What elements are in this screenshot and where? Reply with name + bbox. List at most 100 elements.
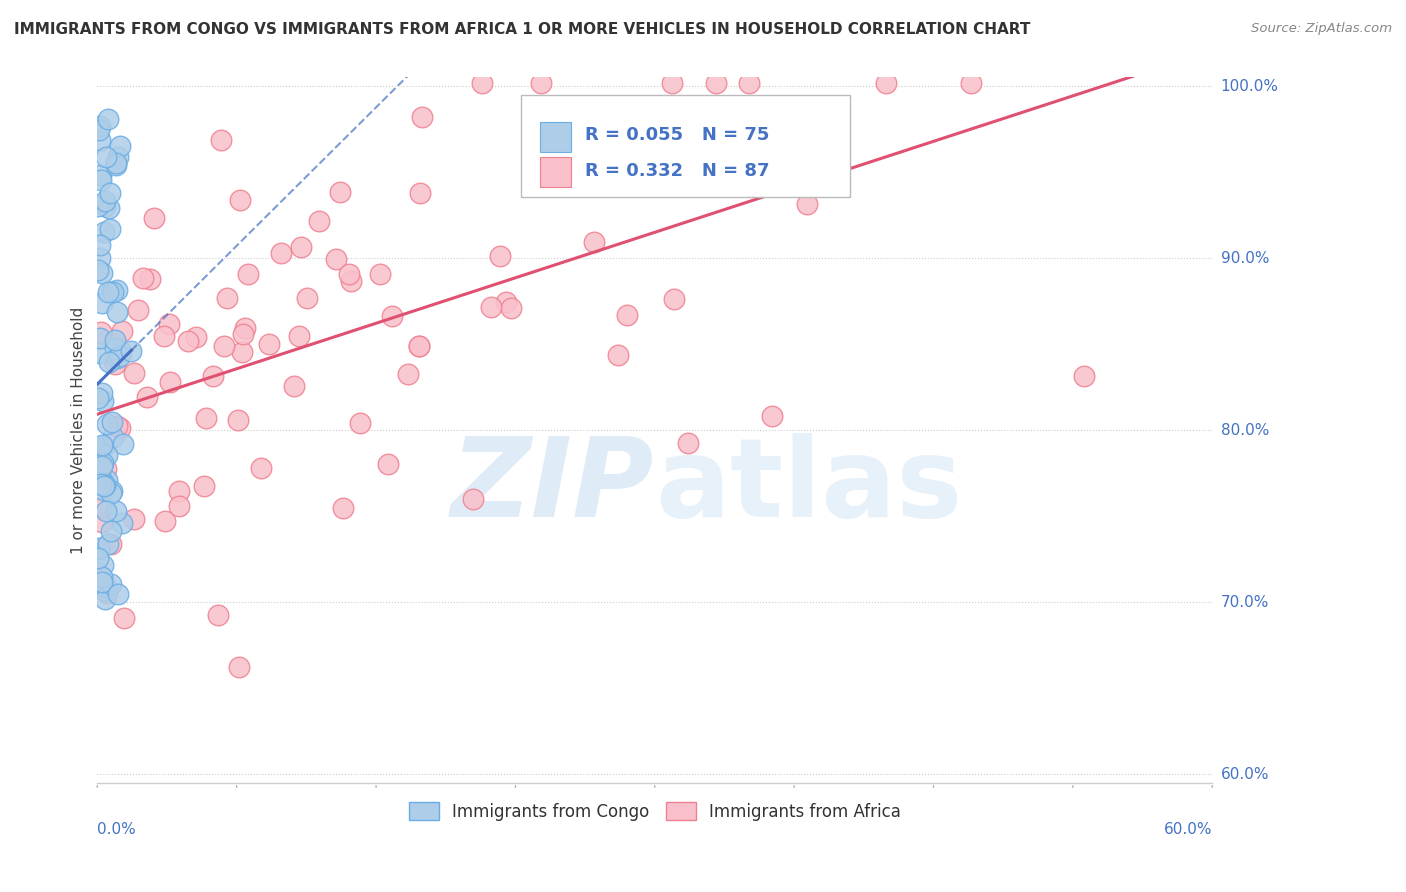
Point: [664, 293, 686, 307]
Point: [202, 369, 225, 384]
Point: [408, 339, 430, 353]
Point: [90, 168, 112, 182]
Point: [157, 318, 180, 332]
Point: [167, 500, 190, 514]
Point: [97, 536, 120, 550]
Point: [97, 112, 120, 126]
Point: [89, 133, 111, 147]
Point: [107, 150, 129, 164]
Point: [93, 582, 115, 597]
Point: [111, 437, 134, 451]
Point: [87, 123, 110, 137]
Point: [94, 580, 117, 594]
Point: [89, 346, 111, 360]
Point: [94, 591, 117, 606]
Point: [91, 500, 114, 515]
Point: [152, 329, 174, 343]
Point: [93, 439, 115, 453]
Point: [295, 291, 318, 305]
Point: [288, 329, 311, 343]
Point: [122, 366, 145, 380]
Point: [98, 221, 121, 235]
Text: 100.0%: 100.0%: [1220, 78, 1278, 94]
Text: R = 0.332   N = 87: R = 0.332 N = 87: [585, 161, 769, 179]
Point: [96, 417, 118, 431]
Text: Source: ZipAtlas.com: Source: ZipAtlas.com: [1251, 22, 1392, 36]
Point: [89, 331, 111, 345]
Point: [87, 263, 110, 277]
Point: [96, 448, 118, 462]
Text: IMMIGRANTS FROM CONGO VS IMMIGRANTS FROM AFRICA 1 OR MORE VEHICLES IN HOUSEHOLD : IMMIGRANTS FROM CONGO VS IMMIGRANTS FROM…: [14, 22, 1031, 37]
Text: 80.0%: 80.0%: [1220, 423, 1268, 438]
Text: R = 0.055   N = 75: R = 0.055 N = 75: [585, 127, 769, 145]
Point: [89, 119, 111, 133]
Point: [105, 157, 128, 171]
Point: [177, 334, 200, 349]
Point: [90, 173, 112, 187]
Point: [550, 174, 572, 188]
Point: [104, 341, 127, 355]
Point: [87, 391, 110, 405]
Point: [94, 477, 117, 491]
Point: [94, 194, 117, 208]
Point: [409, 186, 432, 200]
Point: [103, 430, 125, 444]
Point: [87, 541, 110, 556]
Point: [232, 327, 254, 342]
Point: [290, 240, 312, 254]
Point: [329, 186, 352, 200]
Legend: Immigrants from Congo, Immigrants from Africa: Immigrants from Congo, Immigrants from A…: [402, 796, 908, 828]
Point: [132, 270, 155, 285]
Point: [111, 325, 134, 339]
Bar: [540, 122, 571, 152]
Text: 60.0%: 60.0%: [1220, 767, 1270, 782]
Point: [120, 344, 142, 359]
Point: [89, 441, 111, 455]
Point: [100, 415, 122, 429]
Text: 0.0%: 0.0%: [97, 822, 136, 837]
Point: [91, 385, 114, 400]
Point: [408, 339, 430, 353]
Point: [93, 199, 115, 213]
Point: [159, 375, 181, 389]
Point: [100, 285, 122, 299]
Point: [87, 199, 110, 213]
Point: [332, 500, 354, 515]
Point: [89, 453, 111, 467]
Point: [91, 458, 114, 473]
Point: [283, 379, 305, 393]
FancyBboxPatch shape: [522, 95, 849, 197]
Point: [108, 139, 131, 153]
Point: [112, 611, 135, 625]
Point: [257, 337, 280, 351]
Y-axis label: 1 or more Vehicles in Household: 1 or more Vehicles in Household: [72, 307, 86, 554]
Point: [96, 473, 118, 487]
Point: [89, 542, 111, 557]
Point: [89, 238, 111, 252]
Point: [90, 472, 112, 486]
Point: [308, 214, 330, 228]
Point: [616, 308, 638, 322]
Point: [100, 577, 122, 591]
Point: [155, 514, 177, 528]
Point: [90, 325, 112, 339]
Point: [94, 504, 117, 518]
Point: [606, 348, 628, 362]
Bar: [540, 157, 571, 186]
Text: 90.0%: 90.0%: [1220, 251, 1270, 266]
Point: [377, 458, 399, 472]
Point: [101, 483, 124, 498]
Point: [340, 275, 363, 289]
Point: [96, 586, 118, 600]
Point: [105, 351, 128, 366]
Point: [100, 537, 122, 551]
Point: [104, 156, 127, 170]
Point: [104, 357, 127, 371]
Point: [91, 575, 114, 590]
Text: 70.0%: 70.0%: [1220, 595, 1268, 610]
Point: [107, 587, 129, 601]
Point: [96, 461, 118, 475]
Point: [463, 491, 485, 506]
Point: [325, 252, 347, 266]
Point: [796, 196, 818, 211]
